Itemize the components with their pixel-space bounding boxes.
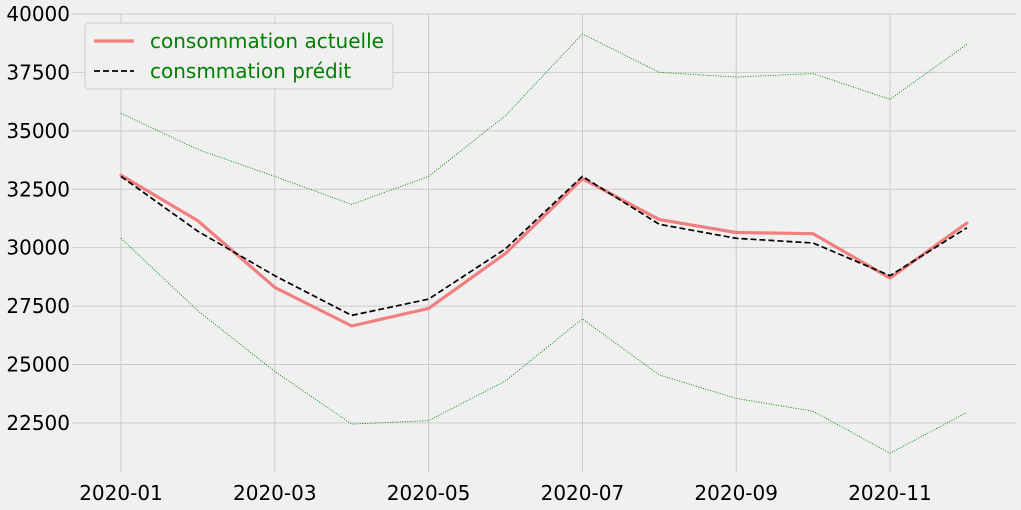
y-tick-label: 40000 xyxy=(6,2,70,26)
series-line-upper-bound xyxy=(120,33,968,205)
series-line-predicted xyxy=(120,175,968,317)
x-tick-label: 2020-11 xyxy=(848,481,932,505)
y-tick-label: 37500 xyxy=(6,60,70,84)
y-tick-label: 27500 xyxy=(6,294,70,318)
x-tick-label: 2020-07 xyxy=(541,481,625,505)
legend: consommation actuelle consmmation prédit xyxy=(84,22,394,90)
legend-label-actual: consommation actuelle xyxy=(150,29,384,53)
series-line-actual xyxy=(119,173,969,328)
x-tick-label: 2020-05 xyxy=(387,481,471,505)
legend-box xyxy=(84,22,394,90)
grid-lines xyxy=(72,13,1016,472)
y-tick-label: 32500 xyxy=(6,177,70,201)
x-tick-label: 2020-03 xyxy=(233,481,317,505)
y-tick-label: 25000 xyxy=(6,353,70,377)
y-tick-label: 30000 xyxy=(6,236,70,260)
x-tick-label: 2020-01 xyxy=(79,481,163,505)
series-lines xyxy=(119,33,969,454)
y-tick-label: 22500 xyxy=(6,411,70,435)
legend-label-predicted: consmmation prédit xyxy=(150,59,351,83)
x-tick-label: 2020-09 xyxy=(694,481,778,505)
y-axis: 22500 25000 27500 30000 32500 35000 37500 40000 xyxy=(6,2,70,435)
x-axis: 2020-01 2020-03 2020-05 2020-07 2020-09 2020-… xyxy=(79,481,932,505)
y-tick-label: 35000 xyxy=(6,119,70,143)
